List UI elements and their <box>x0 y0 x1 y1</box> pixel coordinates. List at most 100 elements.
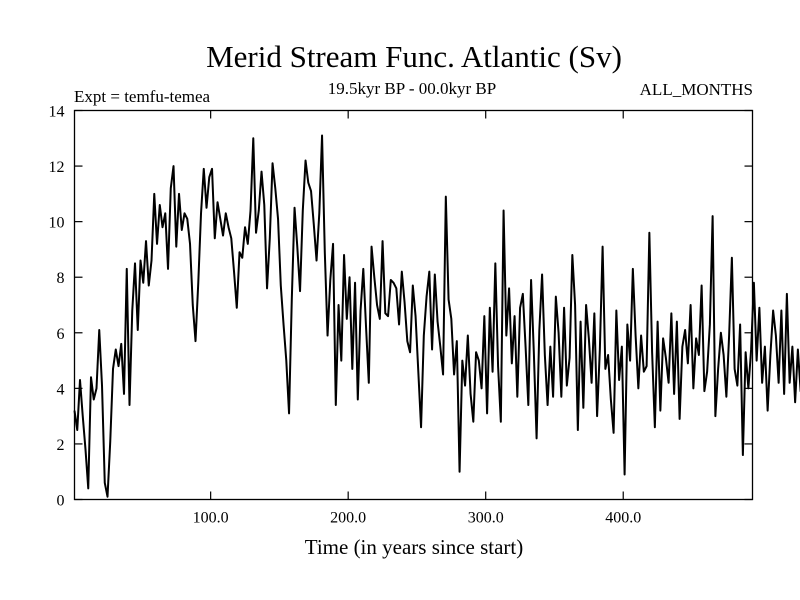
data-point <box>720 332 722 334</box>
data-point <box>695 337 697 339</box>
data-point <box>563 307 565 309</box>
y-tick-label: 10 <box>49 215 65 232</box>
data-point <box>263 204 265 206</box>
data-point <box>698 354 700 356</box>
data-point <box>106 496 109 498</box>
data-point <box>304 159 307 162</box>
data-point <box>249 209 252 212</box>
data-point <box>527 404 529 406</box>
data-point <box>186 218 188 220</box>
data-point <box>480 387 483 389</box>
data-point <box>175 246 177 248</box>
data-point <box>93 398 95 401</box>
data-point <box>307 182 309 184</box>
data-point <box>516 396 518 398</box>
data-point <box>82 415 84 417</box>
data-point <box>447 298 450 301</box>
data-point <box>365 326 367 328</box>
data-point <box>296 246 298 248</box>
data-point <box>417 371 419 373</box>
data-point <box>398 323 400 326</box>
data-point <box>104 482 106 484</box>
data-point <box>285 359 287 362</box>
data-point <box>643 371 645 373</box>
data-point <box>491 371 494 373</box>
data-point <box>602 246 604 248</box>
data-point <box>736 384 738 387</box>
data-point <box>535 437 538 439</box>
x-tick-label: 400.0 <box>605 510 641 527</box>
data-point <box>522 293 524 295</box>
data-point <box>359 309 362 312</box>
data-point <box>745 351 747 353</box>
data-point <box>662 337 664 339</box>
data-point <box>497 365 499 367</box>
x-tick-label: 200.0 <box>330 510 366 527</box>
data-point <box>599 348 601 351</box>
data-point <box>299 290 301 292</box>
data-point <box>219 218 221 220</box>
data-point <box>472 421 474 423</box>
data-point <box>502 209 505 212</box>
data-point <box>192 304 194 306</box>
data-point <box>172 165 175 167</box>
data-point <box>156 243 158 245</box>
data-point <box>343 254 345 256</box>
data-points <box>73 134 799 498</box>
data-point <box>244 226 246 228</box>
data-point <box>117 365 120 367</box>
data-point <box>613 432 615 434</box>
data-point <box>739 323 741 326</box>
data-point <box>624 473 626 476</box>
data-point <box>247 243 249 245</box>
data-point <box>431 348 433 351</box>
data-point <box>376 304 378 306</box>
y-axis: 0 2 4 6 8 10 12 14 <box>49 104 753 510</box>
data-point <box>178 193 180 195</box>
data-point <box>95 387 98 389</box>
data-point <box>767 409 769 412</box>
data-point <box>544 354 546 356</box>
data-point <box>651 351 653 353</box>
data-point <box>469 393 472 395</box>
data-point <box>717 368 719 370</box>
data-point <box>145 240 147 242</box>
plot-frame <box>73 109 754 501</box>
months-label: ALL_MONTHS <box>640 80 753 99</box>
data-point <box>384 312 386 314</box>
data-point <box>131 309 133 312</box>
data-point <box>552 396 554 398</box>
data-point <box>150 259 153 262</box>
data-point <box>657 321 659 323</box>
data-point <box>222 234 224 237</box>
data-point <box>159 204 161 206</box>
data-point <box>690 304 692 306</box>
data-point <box>406 340 408 342</box>
data-point <box>593 312 595 314</box>
data-point <box>412 284 414 287</box>
experiment-label: Expt = temfu-temea <box>74 87 211 106</box>
data-point <box>723 354 725 356</box>
data-point <box>673 393 675 395</box>
data-point <box>189 243 191 245</box>
data-point <box>769 354 771 356</box>
data-point <box>582 407 584 409</box>
data-point <box>442 373 444 376</box>
data-point <box>621 346 623 348</box>
data-point <box>508 287 510 289</box>
data-point <box>170 187 172 189</box>
data-point <box>216 201 219 203</box>
data-point <box>654 426 656 428</box>
data-point <box>585 304 587 306</box>
data-point <box>747 387 749 389</box>
data-point <box>109 440 111 442</box>
data-point <box>277 218 279 220</box>
data-point <box>315 259 318 262</box>
time-range-label: 19.5kyr BP - 00.0kyr BP <box>328 79 496 98</box>
data-point <box>293 207 296 209</box>
data-point <box>233 271 235 273</box>
data-point <box>629 359 631 362</box>
data-point <box>764 346 766 348</box>
data-point <box>703 390 705 392</box>
data-point <box>701 284 703 287</box>
